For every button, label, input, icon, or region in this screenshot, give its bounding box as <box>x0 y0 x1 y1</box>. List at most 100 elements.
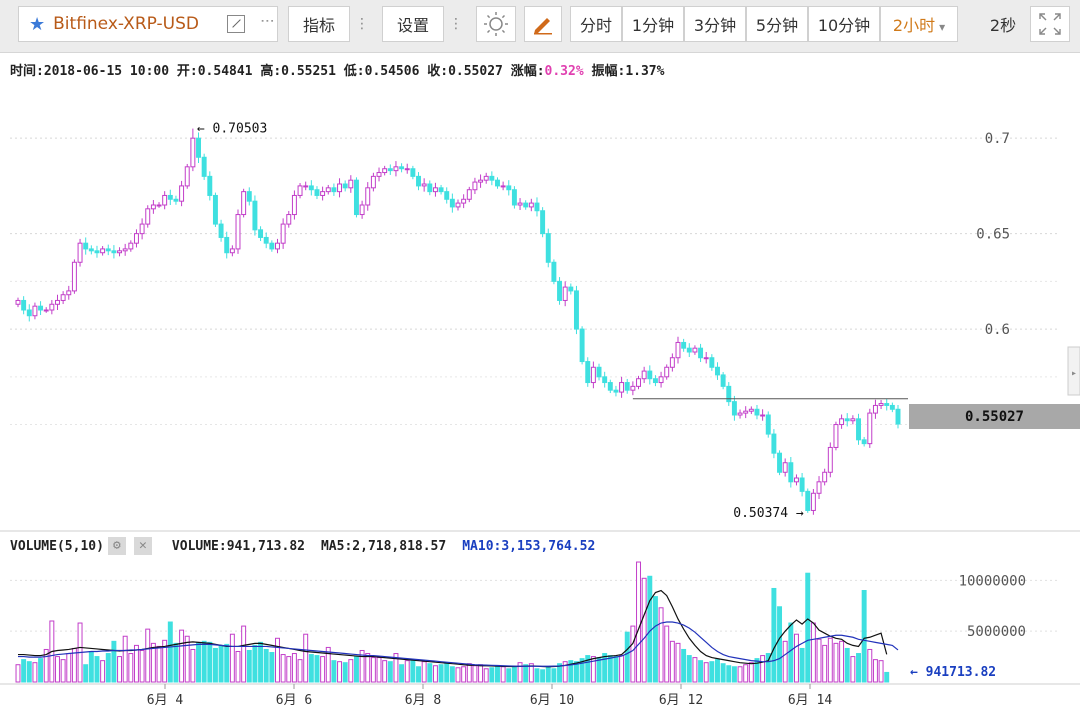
volume-bar <box>709 661 715 683</box>
candle-body <box>850 418 856 422</box>
volume-bar <box>337 661 343 683</box>
volume-bar <box>365 653 371 683</box>
tab-10min[interactable]: 10分钟 <box>808 6 880 42</box>
indicators-more-icon[interactable]: ⋮ <box>355 16 369 32</box>
candle-body <box>590 366 596 384</box>
max-price-annotation: ← 0.70503 <box>197 122 267 137</box>
candle-body <box>675 341 681 359</box>
candle-body <box>150 204 156 210</box>
tab-3min[interactable]: 3分钟 <box>684 6 746 42</box>
tab-5min[interactable]: 5分钟 <box>746 6 808 42</box>
volume-bar <box>303 633 309 683</box>
candle-body <box>878 403 884 406</box>
volume-bar <box>258 641 264 683</box>
candle-body <box>280 223 286 244</box>
settings-more-icon[interactable]: ⋮ <box>449 16 463 32</box>
candle-body <box>83 242 89 250</box>
volume-tick-label: 10000000 <box>959 573 1026 589</box>
candle-body <box>799 477 805 492</box>
volume-bar <box>83 664 89 683</box>
candle-body <box>461 198 467 204</box>
candle-body <box>128 242 134 250</box>
candle-body <box>376 172 382 177</box>
volume-bar <box>839 640 845 683</box>
tab-3min-label: 3分钟 <box>693 16 737 35</box>
tab-1min[interactable]: 1分钟 <box>622 6 684 42</box>
volume-bar <box>500 666 506 683</box>
candle-body <box>32 305 38 317</box>
candle-body <box>686 347 692 353</box>
volume-bar <box>777 606 783 683</box>
volume-settings-icon[interactable]: ⚙ <box>107 537 126 555</box>
scroll-handle[interactable] <box>1067 346 1080 396</box>
volume-bar <box>252 644 258 683</box>
candle-body <box>771 433 777 454</box>
volume-bar <box>60 659 66 683</box>
min-price-annotation: 0.50374 → <box>733 506 804 521</box>
tab-5min-label: 5分钟 <box>755 16 799 35</box>
volume-bar <box>517 662 523 683</box>
volume-indicator-title: VOLUME(5,10) <box>10 538 104 554</box>
candle-body <box>15 299 21 305</box>
volume-bar <box>731 666 737 683</box>
candle-body <box>624 382 630 391</box>
fullscreen-button[interactable] <box>1030 6 1070 42</box>
candle-body <box>839 418 845 426</box>
candle-body <box>754 408 760 416</box>
volume-bar <box>528 663 534 683</box>
volume-bar <box>585 655 591 683</box>
refresh-interval[interactable]: 2秒 <box>978 6 1028 42</box>
chart-grid <box>10 137 1060 632</box>
open-label: 开: <box>176 64 198 79</box>
popout-icon[interactable] <box>227 15 245 33</box>
volume-bar <box>94 656 100 683</box>
draw-tool-button[interactable] <box>524 6 562 42</box>
candle-body <box>483 175 489 181</box>
volume-bar <box>145 628 151 683</box>
candle-body <box>184 166 190 187</box>
settings-button[interactable]: 设置 <box>382 6 444 42</box>
candle-body <box>94 250 100 254</box>
current-price-tag <box>909 404 1080 429</box>
candle-body <box>867 412 873 445</box>
candle-body <box>286 214 292 225</box>
timeframe-dropdown[interactable]: 2小时 <box>880 6 958 42</box>
indicators-button[interactable]: 指标 <box>288 6 350 42</box>
volume-bar <box>703 662 709 683</box>
tab-timeshare[interactable]: 分时 <box>570 6 622 42</box>
candle-body <box>432 187 438 193</box>
candle-body <box>743 410 749 414</box>
scroll-handle-arrow-icon: ▸ <box>1071 368 1077 379</box>
volume-bar <box>416 666 421 683</box>
theme-toggle-button[interactable] <box>476 6 516 42</box>
volume-bar <box>810 622 816 683</box>
candle-body <box>263 236 269 244</box>
volume-bar <box>506 668 512 683</box>
volume-close-icon[interactable]: ✕ <box>133 537 152 555</box>
volume-bar <box>624 631 630 683</box>
candle-body <box>291 194 297 216</box>
candle-body <box>365 187 371 206</box>
candle-body <box>224 236 230 254</box>
volume-bar <box>235 651 241 683</box>
settings-label: 设置 <box>396 16 429 35</box>
candle-body <box>528 202 534 208</box>
volume-bar <box>534 668 540 683</box>
more-dots-icon[interactable]: ⋮ <box>259 14 275 28</box>
candle-body <box>861 439 867 445</box>
volume-bar <box>771 587 777 683</box>
volume-bar <box>342 662 348 683</box>
volume-bar <box>675 642 681 683</box>
volume-bar <box>320 656 326 683</box>
volume-bar <box>466 663 472 683</box>
candle-body <box>55 299 60 305</box>
candle-body <box>71 261 77 292</box>
symbol-selector[interactable]: ★ Bitfinex-XRP-USD ⋮ <box>18 6 278 42</box>
candle-body <box>399 166 405 170</box>
candle-body <box>179 185 185 202</box>
candle-body <box>21 299 27 311</box>
star-icon[interactable]: ★ <box>29 13 46 35</box>
candle-body <box>511 189 517 206</box>
y-tick-label: 0.65 <box>976 227 1010 243</box>
